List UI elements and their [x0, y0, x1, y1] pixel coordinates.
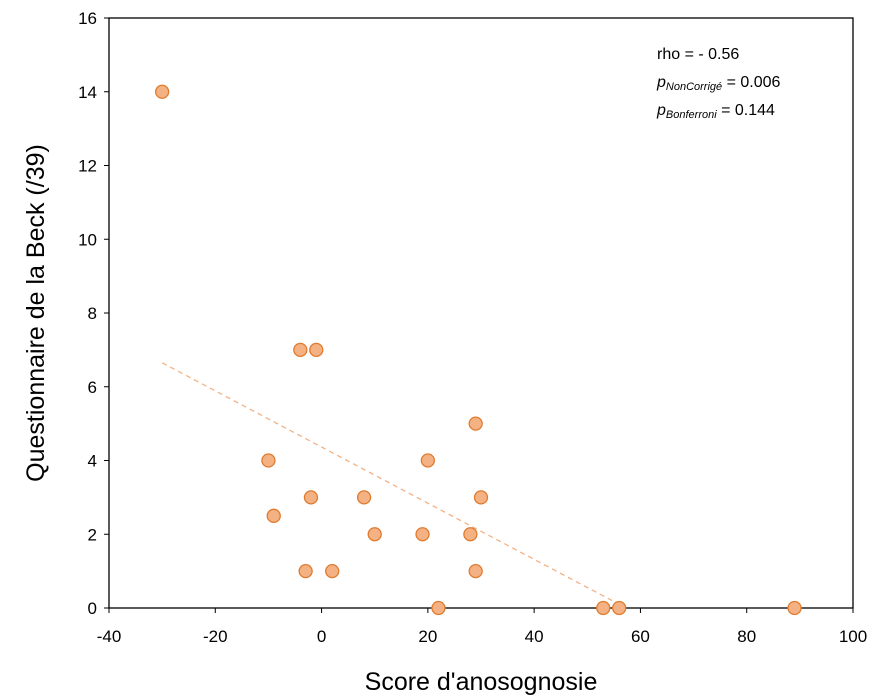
- x-axis-title: Score d'anosognosie: [365, 668, 598, 696]
- x-tick-label: -20: [203, 627, 228, 646]
- plot-area: [108, 17, 854, 609]
- data-point: [431, 600, 446, 616]
- x-tick-label: 60: [631, 627, 650, 646]
- data-point: [154, 84, 170, 99]
- data-point: [356, 490, 372, 505]
- x-tick-label: 80: [737, 627, 756, 646]
- y-tick-label: 14: [78, 83, 97, 102]
- y-tick-label: 4: [88, 452, 97, 471]
- p-bonferroni-label: pBonferroni = 0.144: [656, 102, 775, 121]
- x-tick-label: -40: [97, 627, 122, 646]
- y-tick-label: 6: [88, 378, 97, 397]
- y-tick-label: 10: [78, 230, 97, 249]
- data-point: [298, 563, 313, 579]
- y-tick-label: 2: [88, 525, 97, 544]
- x-tick-label: 100: [839, 627, 867, 646]
- y-tick-label: 0: [88, 599, 97, 618]
- data-point: [415, 527, 430, 542]
- y-tick-label: 12: [78, 157, 97, 176]
- rho-label: rho = - 0.56: [657, 46, 739, 63]
- p-bonferroni-subscript: Bonferroni: [666, 109, 717, 121]
- data-point: [261, 453, 276, 468]
- p-bonferroni-value: = 0.144: [717, 102, 775, 119]
- y-tick-label: 16: [78, 9, 97, 28]
- data-point: [325, 563, 340, 579]
- p-uncorrected-subscript: NonCorrigé: [666, 81, 722, 93]
- data-point: [468, 416, 483, 431]
- data-point: [293, 342, 308, 358]
- data-points: [154, 84, 802, 616]
- data-point: [612, 600, 627, 616]
- p-uncorrected-value: = 0.006: [722, 74, 780, 91]
- x-tick-label: 40: [525, 627, 544, 646]
- data-point: [596, 600, 611, 616]
- x-tick-label: 20: [418, 627, 437, 646]
- data-point: [473, 490, 489, 505]
- data-point: [787, 600, 802, 616]
- y-axis-title: Questionnaire de la Beck (/39): [22, 144, 50, 482]
- data-point: [420, 453, 436, 468]
- p-uncorrected-symbol: p: [656, 74, 666, 91]
- stats-annotation: rho = - 0.56 pNonCorrigé = 0.006 pBonfer…: [656, 46, 781, 121]
- x-axis-ticks: -40 -20 0 20 40 60 80 100: [97, 608, 867, 646]
- data-point: [367, 527, 382, 542]
- data-point: [303, 490, 319, 505]
- data-point: [463, 527, 478, 542]
- x-tick-label: 0: [317, 627, 326, 646]
- data-point: [468, 563, 483, 579]
- p-bonferroni-symbol: p: [656, 102, 666, 119]
- y-tick-label: 8: [88, 304, 97, 323]
- p-uncorrected-label: pNonCorrigé = 0.006: [656, 74, 781, 93]
- y-axis-ticks: 0 2 4 6 8 10 12 14 16: [78, 9, 109, 618]
- data-point: [266, 508, 281, 523]
- data-point: [309, 342, 324, 358]
